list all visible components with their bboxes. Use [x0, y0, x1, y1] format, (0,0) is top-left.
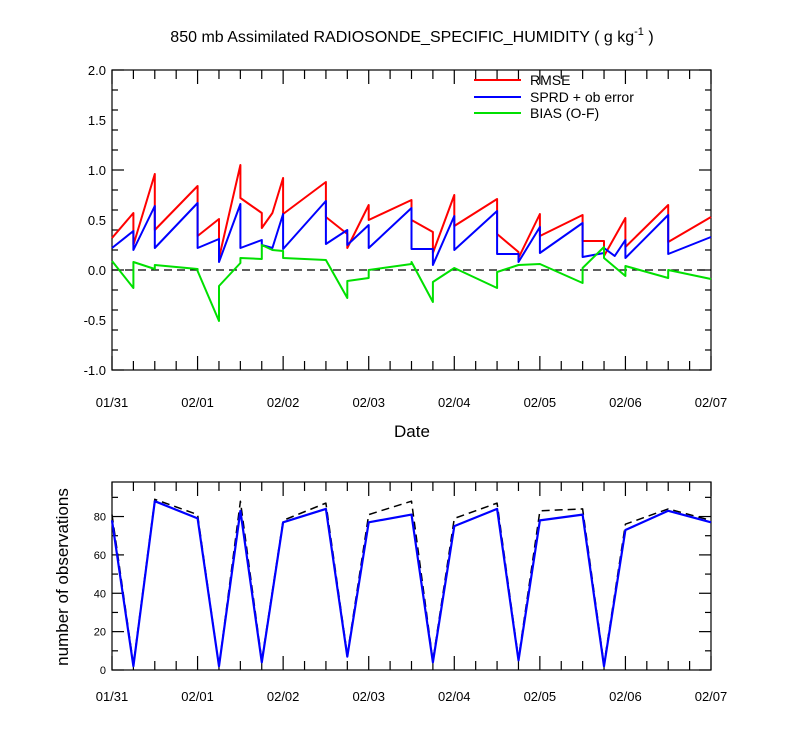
x-axis-title: Date: [394, 422, 430, 441]
bottom-x-tick-label: 02/05: [524, 689, 557, 704]
legend-label-sprd: SPRD + ob error: [530, 89, 634, 105]
top-y-tick-label: 1.5: [88, 113, 106, 128]
bottom-y-tick-labels: 80 60 40 20 0: [94, 512, 106, 677]
series-line-possible-obs: [111, 498, 712, 667]
top-x-tick-label: 02/07: [695, 395, 728, 410]
series-line-bias: [111, 244, 712, 322]
top-x-tick-label: 02/02: [267, 395, 300, 410]
top-series: [111, 164, 712, 322]
bottom-x-tick-label: 02/04: [438, 689, 471, 704]
bottom-x-tick-label: 01/31: [96, 689, 129, 704]
bottom-panel: 80 60 40 20 0 01/31 02/01 02/02 02/03 02/04 02/05…: [53, 481, 728, 704]
top-x-tick-labels: 01/31 02/01 02/02 02/03 02/04 02/05 02/06 02/07: [96, 395, 728, 410]
top-y-tick-label: 1.0: [88, 163, 106, 178]
legend-label-rmse: RMSE: [530, 72, 570, 88]
bottom-series: [110, 498, 712, 668]
bottom-y-tick-label: 20: [94, 627, 106, 639]
bottom-y-tick-label: 40: [94, 588, 106, 600]
bottom-y-tick-label: 0: [100, 665, 106, 677]
top-x-tick-label: 01/31: [96, 395, 129, 410]
top-y-tick-label: 0.5: [88, 213, 106, 228]
top-y-tick-label: 2.0: [88, 63, 106, 78]
top-x-tick-label: 02/06: [609, 395, 642, 410]
top-y-tick-label: 0.0: [88, 263, 106, 278]
series-line-assimilated-obs: [110, 500, 712, 668]
chart-title: 850 mb Assimilated RADIOSONDE_SPECIFIC_H…: [170, 26, 653, 46]
bottom-y-axis-title: number of observations: [53, 488, 72, 666]
top-y-tick-label: -1.0: [84, 363, 106, 378]
series-line-sprd: [111, 200, 712, 266]
legend: RMSE SPRD + ob error BIAS (O-F): [474, 72, 634, 121]
bottom-plot-frame: [111, 481, 712, 671]
top-ticks: [111, 69, 712, 371]
bottom-ticks: [111, 482, 712, 671]
top-x-tick-label: 02/03: [352, 395, 385, 410]
bottom-x-tick-label: 02/02: [267, 689, 300, 704]
bottom-x-tick-label: 02/07: [695, 689, 728, 704]
top-x-tick-label: 02/01: [181, 395, 214, 410]
top-y-tick-label: -0.5: [84, 313, 106, 328]
legend-label-bias: BIAS (O-F): [530, 105, 599, 121]
top-y-tick-labels: 2.0 1.5 1.0 0.5 0.0 -0.5 -1.0: [84, 63, 106, 378]
bottom-x-tick-label: 02/01: [181, 689, 214, 704]
bottom-x-tick-label: 02/06: [609, 689, 642, 704]
bottom-x-tick-labels: 01/31 02/01 02/02 02/03 02/04 02/05 02/06 02/07: [96, 689, 728, 704]
top-panel: 2.01.51.00.50.0-0.5-1.0 01/31 02/01 02/02 0…: [84, 63, 728, 441]
bottom-y-tick-label: 60: [94, 550, 106, 562]
bottom-y-tick-label: 80: [94, 512, 106, 524]
bottom-x-tick-label: 02/03: [352, 689, 385, 704]
top-x-tick-label: 02/04: [438, 395, 471, 410]
top-x-tick-label: 02/05: [524, 395, 557, 410]
